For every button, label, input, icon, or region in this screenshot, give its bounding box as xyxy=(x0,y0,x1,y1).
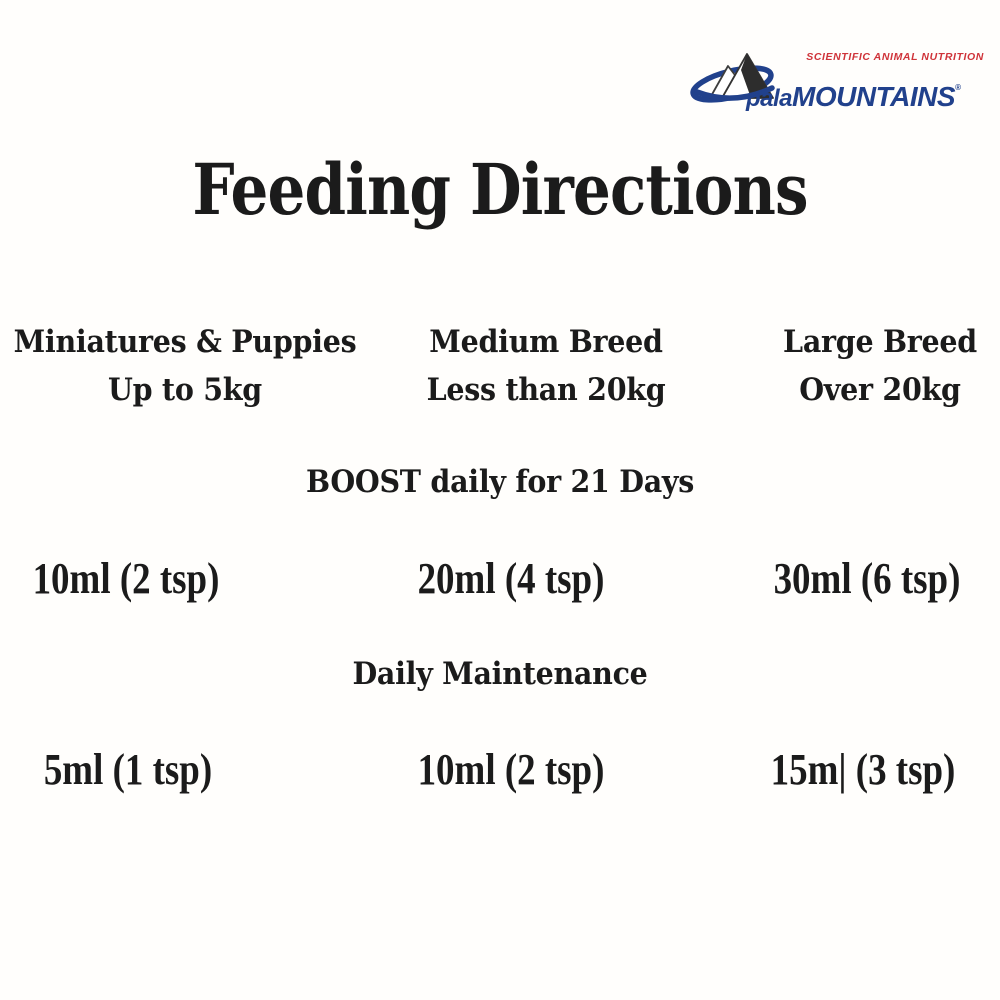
palamountains-logo-graphic: SCIENTIFIC ANIMAL NUTRITION palaMOUNTAIN… xyxy=(690,51,984,112)
boost-dose-medium: 20ml (4 tsp) xyxy=(417,554,605,603)
column-weight-medium: Less than 20kg xyxy=(426,372,666,408)
logo-brand: palaMOUNTAINS® xyxy=(745,81,961,112)
boost-dose-large: 30ml (6 tsp) xyxy=(773,554,961,603)
logo-brand-prefix: pala xyxy=(745,85,792,112)
column-header-medium: Medium Breed Less than 20kg xyxy=(427,318,666,414)
logo-brand-suffix: MOUNTAINS xyxy=(792,81,956,112)
maintenance-dose-large: 15m| (3 tsp) xyxy=(770,745,956,794)
registered-trademark-icon: ® xyxy=(955,83,961,92)
column-name-miniatures: Miniatures & Puppies xyxy=(13,324,357,360)
column-weight-miniatures: Up to 5kg xyxy=(108,372,262,408)
boost-dose-miniatures: 10ml (2 tsp) xyxy=(32,554,220,603)
column-weight-large: Over 20kg xyxy=(799,372,961,408)
maintenance-dose-medium: 10ml (2 tsp) xyxy=(417,745,605,794)
column-name-large: Large Breed xyxy=(783,324,977,360)
column-header-large: Large Breed Over 20kg xyxy=(783,318,977,414)
column-name-medium: Medium Breed xyxy=(429,324,663,360)
palamountains-logo: SCIENTIFIC ANIMAL NUTRITION palaMOUNTAIN… xyxy=(690,42,992,118)
maintenance-dose-miniatures: 5ml (1 tsp) xyxy=(43,745,213,794)
column-header-miniatures: Miniatures & Puppies Up to 5kg xyxy=(14,318,357,414)
maintenance-section-heading: Daily Maintenance xyxy=(352,656,648,692)
mountain-swoosh-icon xyxy=(690,53,775,103)
logo-tagline: SCIENTIFIC ANIMAL NUTRITION xyxy=(806,51,984,63)
boost-section-heading: BOOST daily for 21 Days xyxy=(305,464,695,500)
page-title: Feeding Directions xyxy=(192,148,808,231)
